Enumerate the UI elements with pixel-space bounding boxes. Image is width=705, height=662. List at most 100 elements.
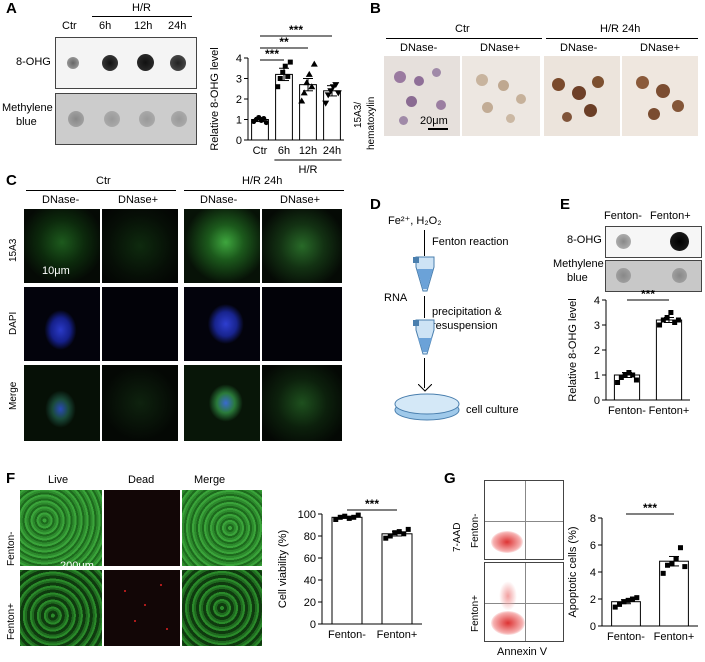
- data-point: [669, 561, 675, 567]
- x-tick-label: 24h: [323, 145, 341, 157]
- lane-label: 6h: [99, 20, 112, 32]
- tube-icon: [413, 319, 435, 355]
- y-axis-label: Cell viability (%): [277, 530, 289, 608]
- dot-blot-methylene: [55, 93, 197, 145]
- data-point: [682, 564, 688, 570]
- data-point: [322, 100, 330, 107]
- data-point: [261, 115, 267, 121]
- data-point: [392, 530, 398, 536]
- ihc-image: [462, 56, 540, 136]
- ihc-image: [384, 56, 460, 136]
- fluorescence-image: [20, 570, 102, 646]
- data-point: [665, 562, 671, 568]
- rna-label: RNA: [384, 292, 408, 304]
- y-tick-label: 0: [590, 621, 596, 633]
- data-point: [677, 545, 683, 551]
- y-tick-label: 60: [304, 553, 316, 565]
- significance-label: ***: [643, 501, 657, 515]
- data-point: [333, 517, 339, 522]
- sub-label: DNase+: [640, 42, 681, 54]
- panel-label-c: C: [6, 172, 17, 189]
- y-tick-label: 4: [594, 295, 600, 307]
- lane-label: Fenton-: [604, 210, 642, 222]
- data-point: [622, 372, 628, 378]
- arrow-line: [424, 296, 425, 318]
- row-label: Fenton-: [470, 513, 481, 548]
- confocal-image: [184, 209, 260, 283]
- data-point: [300, 89, 308, 96]
- y-tick-label: 40: [304, 575, 316, 587]
- y-tick-label: 6: [590, 540, 596, 552]
- data-point: [660, 570, 666, 576]
- data-point: [282, 63, 288, 69]
- y-tick-label: 3: [594, 320, 600, 332]
- group-label-hr: H/R: [132, 2, 151, 14]
- ylabel-15a3: 15A3/: [353, 101, 364, 128]
- col-label-merge: Merge: [194, 474, 226, 486]
- y-tick-label: 0: [594, 395, 600, 407]
- sub-label: DNase+: [280, 194, 321, 206]
- y-tick-label: 0: [236, 135, 242, 147]
- data-point: [305, 70, 313, 77]
- data-point: [612, 604, 618, 610]
- sub-label: DNase-: [42, 194, 80, 206]
- bar: [323, 90, 341, 141]
- confocal-image: [24, 287, 100, 361]
- step-resuspension: resuspension: [432, 320, 498, 332]
- fluorescence-image: [182, 490, 262, 566]
- data-point: [625, 597, 631, 603]
- bar: [381, 533, 413, 625]
- confocal-image: [262, 365, 342, 441]
- group-label: Ctr: [96, 175, 111, 187]
- y-tick-label: 4: [590, 567, 596, 579]
- row-label-dapi: DAPI: [8, 311, 19, 335]
- chart-f: 0 20 40 60 80 100 Cell viability (%) Fenton- Fen…: [277, 497, 422, 641]
- tube-icon: [413, 256, 435, 292]
- lane-label: Fenton+: [650, 210, 691, 222]
- data-point: [660, 317, 666, 323]
- x-tick-label: Fenton-: [328, 629, 366, 641]
- significance-label: **: [279, 35, 289, 49]
- x-tick-label: Fenton-: [608, 405, 646, 417]
- data-point: [334, 90, 342, 97]
- group-line: [26, 190, 176, 191]
- y-tick-label: 20: [304, 597, 316, 609]
- data-point: [396, 529, 402, 535]
- data-point: [633, 377, 639, 383]
- data-point: [324, 92, 332, 99]
- sub-label: DNase-: [400, 42, 438, 54]
- ihc-image: [544, 56, 620, 136]
- row-label: Fenton+: [470, 595, 481, 632]
- step-precipitation: precipitation &: [432, 306, 502, 318]
- confocal-image: [102, 365, 178, 441]
- data-point: [332, 82, 340, 89]
- panel-label-a: A: [6, 0, 17, 17]
- data-point: [280, 69, 286, 75]
- arrow-line: [424, 358, 425, 388]
- arrow-line: [424, 230, 425, 256]
- group-line: [386, 38, 542, 39]
- chart-e: 0 1 2 3 4 Relative 8-OHG level Fenton- Fenton+ *…: [567, 290, 690, 417]
- y-tick-label: 100: [298, 509, 316, 521]
- group-label: H/R: [299, 164, 318, 175]
- y-tick-label: 80: [304, 531, 316, 543]
- data-point: [615, 380, 621, 385]
- data-point: [285, 73, 291, 79]
- fluorescence-image: [20, 490, 102, 566]
- data-point: [668, 310, 674, 315]
- ihc-image: [622, 56, 698, 136]
- fluorescence-image: [104, 490, 180, 566]
- confocal-image: [102, 287, 178, 361]
- bar: [655, 319, 683, 401]
- significance-label: ***: [289, 23, 303, 37]
- panel-label-b: B: [370, 0, 381, 17]
- panel-label-d: D: [370, 196, 381, 213]
- row-label-8ohg: 8-OHG: [16, 56, 51, 68]
- data-point: [617, 601, 623, 607]
- row-label: Fenton-: [6, 531, 17, 566]
- confocal-image: [262, 209, 342, 283]
- col-label-dead: Dead: [128, 474, 155, 486]
- y-axis-label: Relative 8-OHG level: [567, 298, 579, 401]
- dot-blot-8ohg: [605, 226, 702, 258]
